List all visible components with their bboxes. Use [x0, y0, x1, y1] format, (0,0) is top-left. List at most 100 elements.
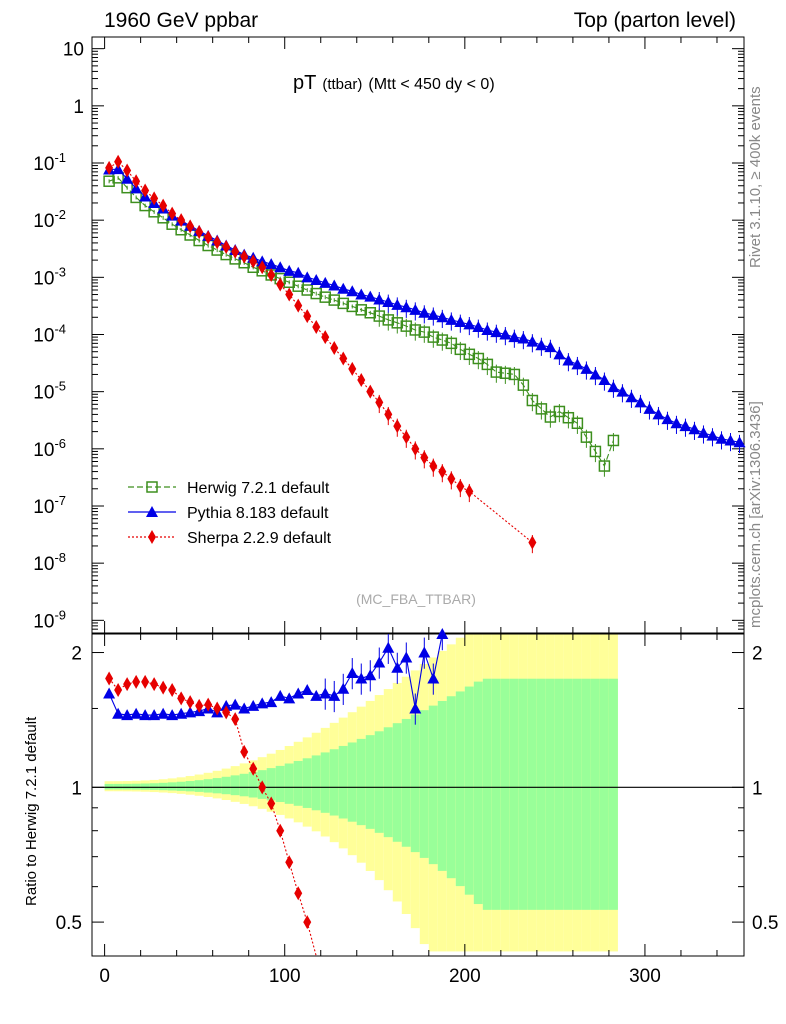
pythia-point: [562, 354, 575, 366]
pythia-point: [661, 413, 674, 425]
pythia-point: [508, 331, 521, 343]
herwig-point: [598, 460, 611, 472]
herwig-point: [400, 320, 413, 332]
pythia-point: [670, 417, 683, 429]
pythia-point: [697, 426, 710, 438]
green-band: [329, 749, 339, 816]
pythia-point: [733, 436, 746, 448]
pythia-point: [418, 306, 431, 318]
herwig-point: [571, 417, 584, 430]
green-band: [275, 765, 285, 803]
sherpa-ratio-point: [267, 796, 276, 811]
pythia-point: [652, 408, 665, 420]
sherpa-ratio-point: [186, 695, 195, 710]
sherpa-ratio-point: [240, 744, 249, 759]
sherpa-point: [384, 407, 393, 422]
y-tick-label: 10: [63, 40, 84, 61]
green-band: [239, 773, 249, 797]
ratio-ylabel: Ratio to Herwig 7.2.1 default: [23, 716, 40, 906]
herwig-point: [409, 324, 422, 336]
pythia-point: [427, 308, 440, 320]
ratio-y-tick-label-right: 2: [752, 644, 763, 665]
pythia-ratio-point: [364, 669, 377, 681]
pythia-point: [715, 432, 728, 444]
herwig-point: [472, 352, 485, 365]
pythia-ratio-point: [346, 667, 359, 679]
main-data-layer: [103, 154, 746, 554]
y-tick-label: 1: [73, 97, 84, 118]
green-band: [401, 718, 411, 847]
pythia-legend-label: Pythia 8.183 default: [187, 505, 329, 522]
pythia-point: [535, 339, 548, 351]
pythia-point: [400, 301, 413, 313]
pythia-point: [301, 271, 314, 283]
sherpa-point: [456, 479, 465, 494]
herwig-point: [310, 287, 322, 300]
green-band: [383, 727, 393, 838]
process-label: Top (parton level): [574, 9, 736, 32]
herwig-point: [445, 337, 458, 350]
pythia-ratio-point: [265, 696, 278, 708]
sherpa-point: [357, 372, 366, 387]
pythia-point: [274, 261, 287, 273]
axis-ticks: 10110-110-210-310-410-510-610-710-810-90…: [33, 37, 778, 987]
green-band: [230, 775, 240, 796]
analysis-watermark: (MC_FBA_TTBAR): [356, 591, 476, 607]
pythia-point: [391, 298, 404, 310]
sherpa-ratio-point: [222, 705, 231, 720]
ratio-data-layer: [92, 628, 744, 957]
pythia-point: [454, 316, 467, 328]
herwig-point: [436, 334, 449, 346]
pythia-point: [310, 273, 323, 285]
rivet-version-label: Rivet 3.1.10, ≥ 400k events: [747, 86, 764, 268]
green-band: [419, 710, 429, 858]
green-band: [149, 783, 159, 790]
pythia-point: [580, 362, 593, 374]
green-band: [266, 768, 276, 801]
green-band: [158, 782, 168, 791]
y-tick-label: 10-6: [33, 436, 66, 461]
pythia-ratio-point: [220, 699, 233, 711]
green-band: [221, 776, 231, 795]
green-band: [545, 678, 555, 910]
sherpa-point: [402, 430, 411, 445]
sherpa-point: [420, 450, 429, 465]
sherpa-point: [231, 244, 240, 259]
pythia-point: [598, 373, 611, 385]
pythia-point: [571, 358, 584, 370]
pythia-ratio-point: [373, 656, 386, 668]
pythia-point: [526, 335, 539, 347]
green-band: [428, 705, 438, 865]
pythia-point: [472, 321, 485, 333]
pythia-point: [589, 368, 602, 380]
x-tick-label: 200: [449, 966, 481, 987]
sherpa-point: [312, 320, 321, 335]
pythia-point: [625, 391, 638, 403]
herwig-point: [355, 304, 368, 316]
pythia-point: [292, 266, 305, 278]
sherpa-ratio-point: [231, 712, 240, 727]
mcplots-label: mcplots.cern.ch [arXiv:1306.3436]: [747, 401, 764, 628]
green-band: [185, 781, 195, 792]
green-band: [509, 678, 519, 910]
sherpa-ratio-point: [195, 698, 204, 713]
pythia-ratio-point: [148, 709, 161, 721]
pythia-point: [121, 172, 134, 184]
pythia-ratio-point: [175, 707, 188, 719]
pythia-point: [328, 279, 341, 291]
green-band: [581, 678, 591, 910]
pythia-ratio-point: [427, 672, 440, 684]
herwig-point: [427, 331, 440, 343]
green-band: [320, 752, 330, 813]
pythia-ratio-point: [391, 661, 404, 673]
green-band: [608, 678, 618, 910]
herwig-point: [553, 405, 566, 418]
sherpa-ratio-point: [168, 682, 177, 697]
sherpa-point: [222, 239, 231, 254]
sherpa-ratio-point: [213, 701, 222, 716]
herwig-point: [301, 284, 313, 296]
pythia-ratio-point: [301, 683, 314, 695]
green-band: [536, 678, 546, 910]
sherpa-point: [168, 206, 177, 221]
herwig-point: [391, 317, 404, 329]
